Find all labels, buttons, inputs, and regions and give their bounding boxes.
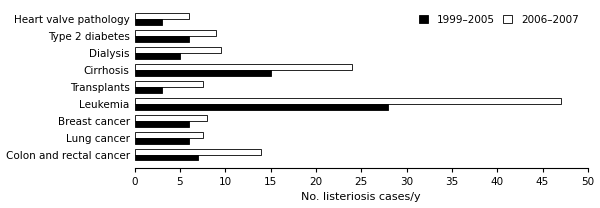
Bar bbox=[134, 53, 180, 59]
Bar bbox=[134, 70, 271, 76]
Bar bbox=[134, 81, 203, 87]
Bar bbox=[134, 47, 221, 53]
Bar bbox=[134, 64, 352, 70]
Bar bbox=[134, 132, 203, 137]
Bar bbox=[134, 137, 189, 144]
X-axis label: No. listeriosis cases/y: No. listeriosis cases/y bbox=[301, 192, 421, 202]
Bar bbox=[134, 115, 207, 121]
Bar bbox=[134, 13, 189, 19]
Bar bbox=[134, 149, 262, 155]
Bar bbox=[134, 87, 162, 93]
Bar bbox=[134, 121, 189, 126]
Bar bbox=[134, 104, 388, 110]
Bar bbox=[134, 98, 560, 104]
Bar bbox=[134, 19, 162, 25]
Bar bbox=[134, 36, 189, 42]
Bar bbox=[134, 30, 216, 36]
Bar bbox=[134, 155, 198, 161]
Legend: 1999–2005, 2006–2007: 1999–2005, 2006–2007 bbox=[415, 11, 583, 29]
